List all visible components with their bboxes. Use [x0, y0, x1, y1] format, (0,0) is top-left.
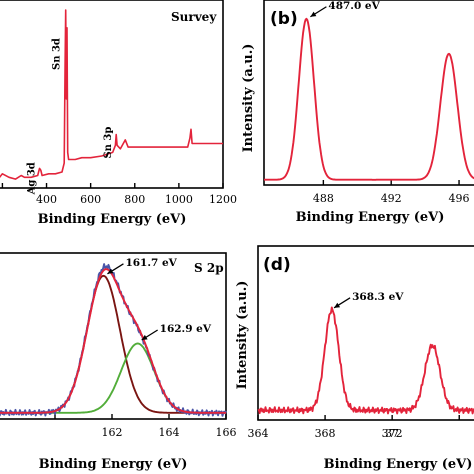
annotation-arrowhead — [334, 302, 341, 308]
x-tick-label: 492 — [381, 192, 402, 205]
panel-c-marks: 162 164 166 161.7 eV 162.9 eV — [0, 257, 237, 439]
x-tick-label: 364 — [248, 427, 269, 440]
annotation-arrowhead — [310, 11, 317, 17]
panel-b: 488 492 496 487.0 eV (b) Binding Energy (eV… — [241, 0, 474, 225]
peak-label: Sn 3p — [103, 127, 114, 159]
panel-d-frame — [257, 245, 474, 421]
series-line — [263, 17, 474, 181]
annotation-label: 487.0 eV — [328, 0, 380, 12]
annotation-label: 162.9 eV — [160, 323, 212, 335]
x-tick-label: 800 — [124, 193, 145, 206]
series-line — [257, 306, 474, 415]
annotation-label: 161.7 eV — [125, 257, 177, 269]
series-line — [0, 268, 227, 414]
x-tick-label: 166 — [216, 426, 237, 439]
x-tick-label: 368 — [315, 427, 336, 440]
panel-a-title: Survey — [171, 10, 217, 24]
x-tick-label: 488 — [313, 192, 334, 205]
annotation-arrowhead — [141, 334, 148, 340]
x-tick-label: 164 — [159, 426, 180, 439]
panel-d-xlabel: Binding Energy (eV) — [324, 457, 473, 472]
peak-label: Sn 3d — [52, 38, 63, 70]
series-line — [0, 9, 223, 180]
panel-b-xlabel: Binding Energy (eV) — [296, 210, 445, 225]
panel-b-ylabel: Intensity (a.u.) — [241, 44, 256, 153]
panel-d-letter: (d) — [263, 255, 291, 275]
panel-c: 162 164 166 161.7 eV 162.9 eV S 2p Binding E… — [0, 252, 237, 472]
x-tick-label: 400 — [36, 193, 57, 206]
peak-label: Ag 3d — [27, 162, 38, 195]
panel-a-xlabel: Binding Energy (eV) — [38, 212, 187, 227]
x-tick-label: 372 — [382, 427, 403, 440]
panel-b-marks: 488 492 496 487.0 eV — [263, 0, 474, 205]
series-line — [0, 274, 227, 414]
series-line — [0, 263, 227, 417]
x-tick-label: 1200 — [209, 193, 237, 206]
panel-d-ylabel: Intensity (a.u.) — [235, 281, 250, 390]
panel-c-xlabel: Binding Energy (eV) — [39, 457, 188, 472]
x-tick-label: 37 — [385, 427, 399, 440]
panel-a-frame — [0, 0, 224, 189]
annotation-label: 368.3 eV — [352, 291, 404, 303]
series-line — [0, 342, 227, 414]
x-tick-label: 496 — [449, 192, 470, 205]
panel-b-letter: (b) — [270, 9, 298, 29]
panel-c-title: S 2p — [194, 261, 224, 275]
x-tick-label: 1000 — [165, 193, 193, 206]
annotation-arrowhead — [107, 268, 114, 274]
x-tick-label: 162 — [102, 426, 123, 439]
x-tick-label: 600 — [80, 193, 101, 206]
panel-b-frame — [263, 0, 474, 186]
